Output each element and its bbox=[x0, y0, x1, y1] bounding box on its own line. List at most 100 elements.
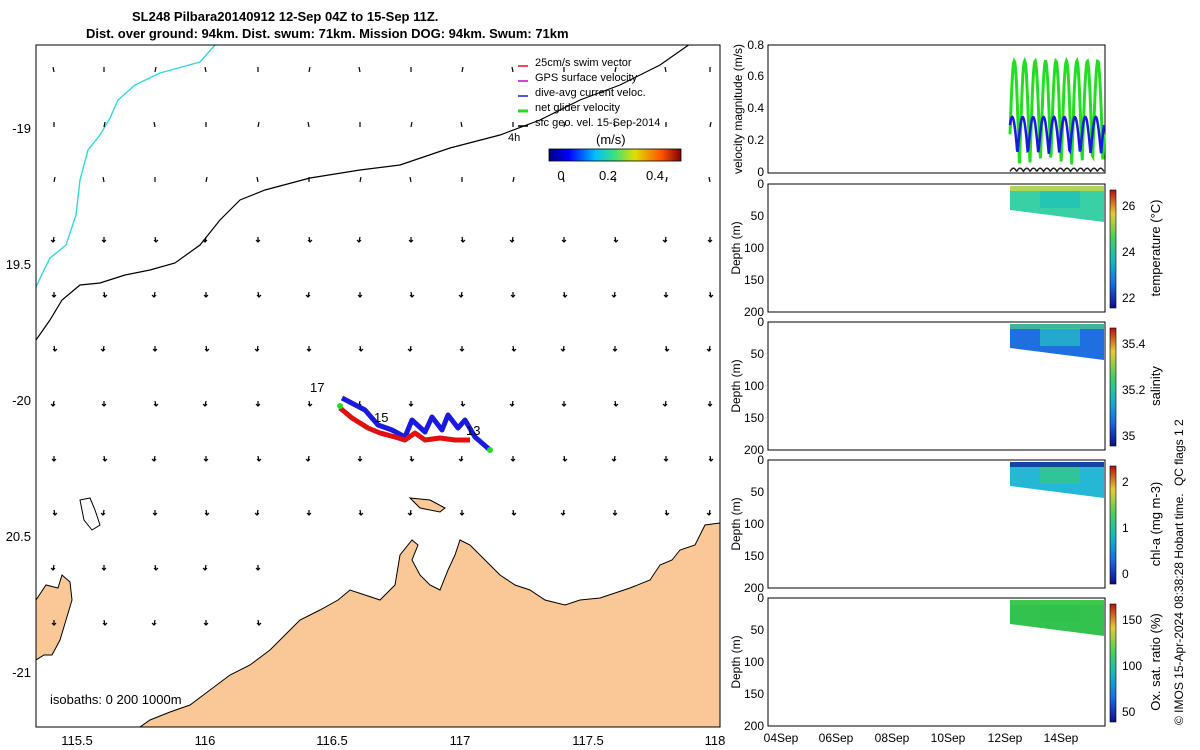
velocity-arrow bbox=[358, 66, 361, 73]
depth-ylabel: Depth (m) bbox=[729, 221, 743, 274]
svg-text:25cm/s swim vector: 25cm/s swim vector bbox=[535, 57, 632, 69]
velocity-arrow bbox=[708, 455, 714, 462]
velocity-arrow bbox=[50, 236, 56, 243]
velocity-arrow bbox=[307, 236, 313, 243]
depth-ylabel: Depth (m) bbox=[729, 635, 743, 688]
colorbar-label: Ox. sat. ratio (%) bbox=[1148, 613, 1163, 711]
sfc-geo-velocity-line bbox=[1009, 167, 1105, 173]
velocity-arrow bbox=[153, 564, 159, 571]
colorbar-tick: 0.4 bbox=[646, 168, 664, 183]
depth-ytick: 100 bbox=[744, 655, 764, 669]
velocity-arrow bbox=[662, 236, 668, 243]
velocity-arrow bbox=[254, 345, 260, 352]
velocity-arrow bbox=[509, 236, 515, 243]
track-label-13: 13 bbox=[466, 423, 480, 438]
velocity-arrow bbox=[202, 564, 208, 571]
dive-avg-current-line bbox=[1008, 115, 1106, 155]
figure-title-line1: SL248 Pilbara20140912 12-Sep 04Z to 15-S… bbox=[132, 9, 439, 24]
velocity-arrow bbox=[562, 291, 568, 298]
depth-ytick: 0 bbox=[757, 453, 764, 467]
velocity-arrow bbox=[613, 121, 616, 128]
velocity-arrow bbox=[103, 121, 106, 128]
velocity-arrow bbox=[101, 401, 107, 407]
data-patch-variation bbox=[1040, 328, 1080, 346]
velocity-arrow bbox=[708, 291, 714, 298]
velocity-arrow bbox=[203, 456, 209, 462]
data-patch-variation bbox=[1040, 190, 1080, 208]
velocity-arrow bbox=[510, 292, 516, 298]
velocity-arrow bbox=[256, 619, 262, 626]
velocity-arrow bbox=[203, 620, 209, 626]
depth-panel-temperature: 0 50 100 150 200 Depth (m) 26 24 22 temperature (… bbox=[729, 177, 1163, 319]
depth-ytick: 100 bbox=[744, 517, 764, 531]
velocity-arrow bbox=[409, 291, 415, 298]
velocity-arrow bbox=[611, 455, 617, 462]
depth-panel-chla: 0 50 100 150 200 Depth (m) 2 1 0 chl-a (mg m-3) bbox=[729, 453, 1163, 595]
velocity-arrow bbox=[52, 66, 55, 73]
velocity-arrow bbox=[53, 176, 56, 183]
map-ytick: 20.5 bbox=[6, 529, 31, 544]
footer-credit: © IMOS 15-Apr-2024 08:38:28 Hobart time. bbox=[1172, 493, 1186, 725]
map-xtick: 118 bbox=[705, 733, 726, 748]
track-end-marker bbox=[487, 447, 493, 453]
data-patch-surface bbox=[1010, 186, 1104, 191]
velocity-arrow bbox=[306, 346, 312, 352]
velocity-arrow bbox=[256, 455, 262, 462]
velocity-arrow bbox=[612, 510, 618, 516]
velocity-arrow bbox=[663, 292, 669, 298]
velocity-arrow bbox=[663, 456, 669, 462]
vel-ytick: 0.4 bbox=[747, 101, 764, 115]
colorbar-gradient bbox=[548, 148, 682, 162]
velocity-arrow bbox=[305, 455, 311, 462]
vel-ytick: 0.8 bbox=[747, 38, 764, 52]
velocity-arrow bbox=[153, 236, 159, 243]
depth-ytick: 50 bbox=[751, 347, 765, 361]
map-ytick: -21 bbox=[12, 665, 31, 680]
panel-colorbar bbox=[1109, 603, 1117, 723]
depth-ytick: 0 bbox=[757, 591, 764, 605]
depth-ytick: 100 bbox=[744, 241, 764, 255]
time-xtick: 12Sep bbox=[988, 731, 1023, 745]
time-xtick: 04Sep bbox=[764, 731, 799, 745]
velocity-arrow bbox=[205, 176, 208, 183]
colorbar-tick: 0 bbox=[557, 168, 564, 183]
velocity-series bbox=[1008, 56, 1106, 173]
velocity-arrow bbox=[52, 509, 58, 516]
velocity-arrow bbox=[459, 510, 465, 516]
data-patch-variation bbox=[1040, 604, 1080, 622]
legend-note: 4h bbox=[508, 132, 520, 144]
velocity-arrow bbox=[358, 345, 364, 352]
panel-colorbar bbox=[1109, 465, 1117, 585]
depth-ytick: 200 bbox=[744, 581, 764, 595]
track-label-17: 17 bbox=[310, 380, 324, 395]
depth-ylabel: Depth (m) bbox=[729, 497, 743, 550]
time-x-ticks: 04Sep 06Sep 08Sep 10Sep 12Sep 14Sep bbox=[764, 731, 1079, 745]
colorbar-title: (m/s) bbox=[596, 132, 626, 147]
land-mass bbox=[36, 522, 720, 727]
velocity-arrow bbox=[409, 176, 412, 183]
isobaths-label: isobaths: 0 200 1000m bbox=[50, 692, 182, 707]
velocity-arrow bbox=[202, 236, 208, 243]
velocity-arrow bbox=[256, 176, 259, 183]
depth-ytick: 50 bbox=[751, 623, 765, 637]
colorbar-tick: 0.2 bbox=[599, 168, 617, 183]
svg-text:sfc geo. vel. 15-Sep-2014: sfc geo. vel. 15-Sep-2014 bbox=[535, 117, 660, 129]
velocity-arrow bbox=[202, 400, 208, 407]
colorbar-tick: 22 bbox=[1122, 291, 1136, 305]
panel-colorbar bbox=[1109, 327, 1117, 447]
velocity-arrow bbox=[510, 456, 516, 462]
vel-ytick: 0 bbox=[757, 165, 764, 179]
velocity-arrow bbox=[662, 400, 668, 407]
colorbar-tick: 35.2 bbox=[1122, 383, 1146, 397]
velocity-arrow bbox=[52, 345, 58, 352]
data-patch-surface bbox=[1010, 324, 1104, 329]
velocity-arrow bbox=[203, 292, 209, 298]
velocity-arrow bbox=[153, 400, 159, 407]
velocity-arrow bbox=[306, 510, 312, 516]
map-ytick: -20 bbox=[12, 393, 31, 408]
velocity-arrow bbox=[459, 346, 465, 352]
map-colorbar: (m/s) 0 0.2 0.4 bbox=[548, 132, 682, 183]
track-swim-red bbox=[338, 406, 470, 443]
velocity-arrow bbox=[51, 620, 57, 626]
depth-ytick: 100 bbox=[744, 379, 764, 393]
